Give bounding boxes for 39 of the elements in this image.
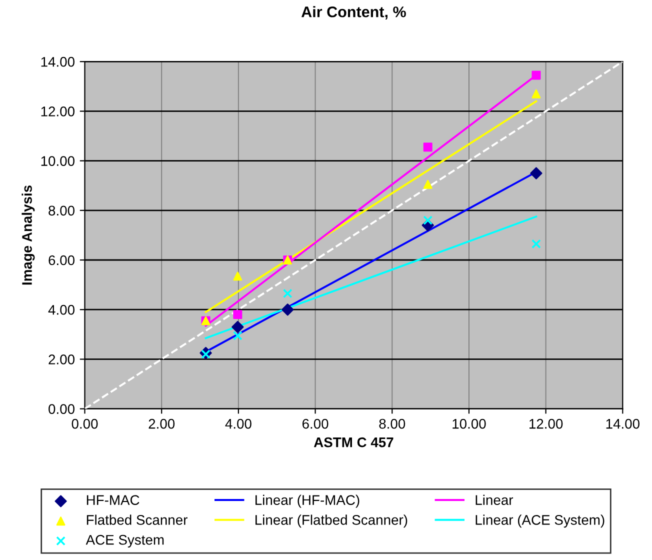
y-tick-label: 6.00 [48,255,74,266]
x-tick-label: 0.00 [72,418,98,429]
legend-label: Linear (Flatbed Scanner) [256,514,408,528]
point [233,310,242,320]
legend-label: Linear [476,494,514,505]
point [532,89,541,98]
point [232,320,244,334]
point [532,239,541,249]
x-tick-label: 4.00 [225,418,252,429]
x-axis-title: ASTM C 457 [314,437,394,448]
x-tick-label: 2.00 [148,418,175,429]
y-tick-label: 12.00 [41,106,74,116]
chart-title: Air Content, % [301,6,406,20]
x-tick-label: 8.00 [379,418,406,429]
legend-label: ACE System [86,534,164,548]
x-tick-label: 12.00 [530,418,563,429]
point [282,304,294,316]
point [423,142,432,152]
point [423,216,433,226]
x-tick-label: 14.00 [606,418,640,429]
y-tick-label: 14.00 [41,56,74,67]
legend-label: Linear (HF-MAC) [256,494,360,508]
point [530,167,542,180]
legend-label: HF-MAC [86,495,140,505]
y-axis-title: Image Analysis [22,185,35,285]
point [532,70,541,80]
y-tick-label: 4.00 [48,304,74,315]
legend-label: Linear (ACE System) [476,514,604,528]
y-tick-label: 10.00 [41,156,74,166]
legend-label: Flatbed Scanner [86,514,188,525]
y-tick-label: 0.00 [48,404,74,414]
point [233,272,242,281]
point [232,330,242,340]
x-tick-label: 6.00 [302,418,328,429]
point [423,180,432,189]
y-tick-label: 8.00 [48,206,74,216]
x-tick-label: 10.00 [452,418,486,429]
y-tick-label: 2.00 [48,354,74,364]
point [282,288,292,298]
